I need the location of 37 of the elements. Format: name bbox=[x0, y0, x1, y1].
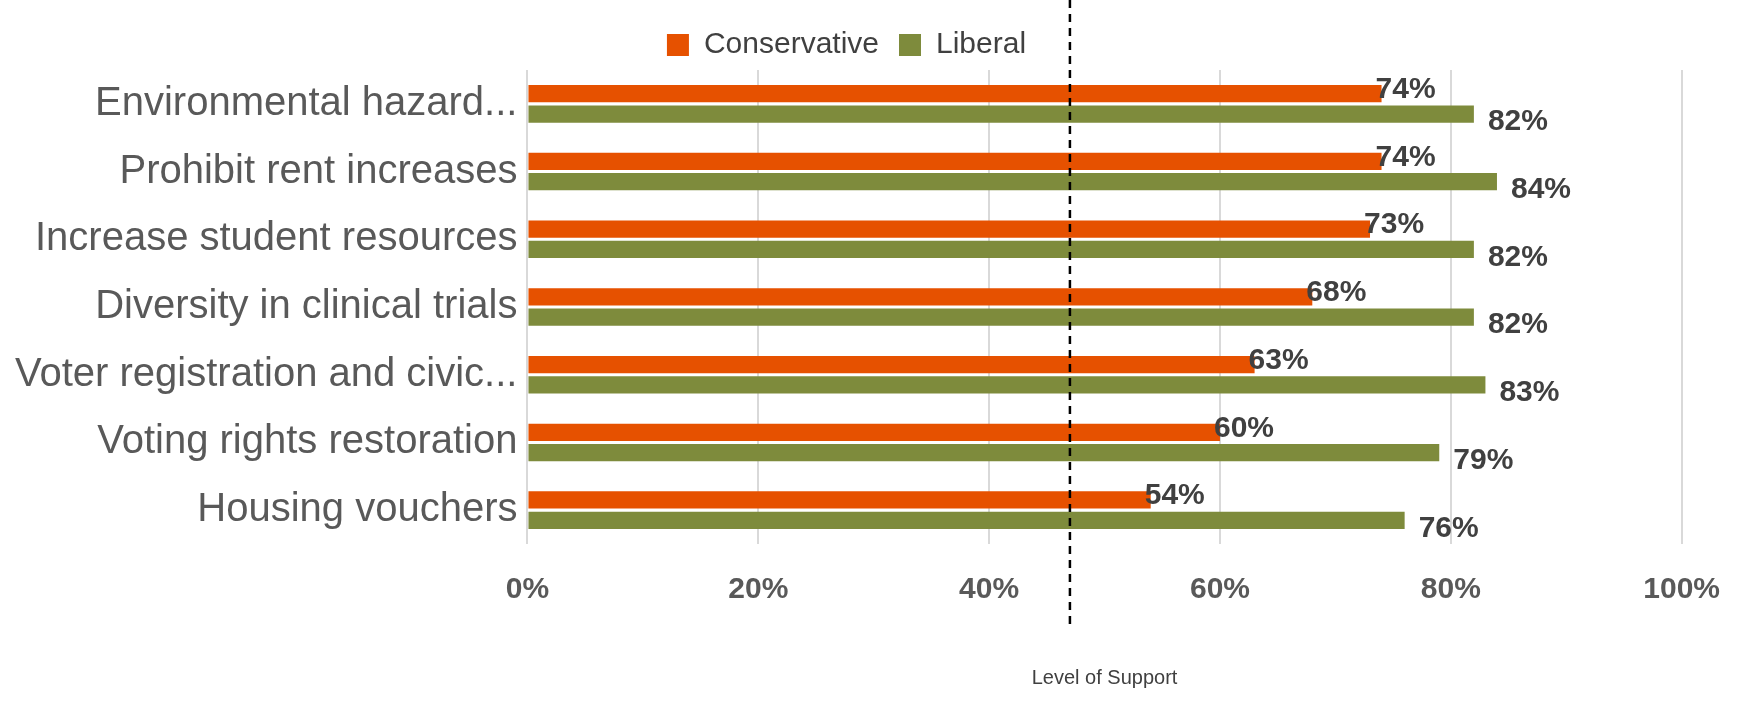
bar bbox=[528, 376, 1486, 394]
data-label: 60% bbox=[1213, 409, 1275, 443]
data-label: 68% bbox=[1306, 274, 1367, 308]
legend-label: Liberal bbox=[936, 26, 1027, 60]
data-label: 63% bbox=[1248, 341, 1309, 375]
x-tick-label: 20% bbox=[728, 571, 789, 605]
y-tick-label: Prohibit rent increases bbox=[119, 146, 518, 191]
data-label: 79% bbox=[1453, 441, 1514, 475]
bar bbox=[528, 173, 1497, 191]
bar bbox=[528, 240, 1474, 259]
data-label: 82% bbox=[1487, 306, 1548, 340]
data-label: 82% bbox=[1487, 238, 1548, 272]
legend-label: Conservative bbox=[703, 26, 880, 60]
x-tick-label: 100% bbox=[1643, 571, 1720, 605]
bar bbox=[528, 443, 1440, 462]
x-axis-title: Level of Support bbox=[1031, 665, 1178, 688]
data-label: 82% bbox=[1487, 103, 1548, 137]
x-tick-label: 80% bbox=[1420, 571, 1481, 605]
y-tick-label: Housing vouchers bbox=[197, 485, 518, 530]
bar bbox=[528, 105, 1474, 123]
data-label: 74% bbox=[1375, 138, 1436, 172]
data-label: 74% bbox=[1375, 70, 1436, 104]
y-tick-label: Voting rights restoration bbox=[97, 417, 518, 462]
bar bbox=[528, 308, 1474, 326]
y-tick-label: Diversity in clinical trials bbox=[95, 282, 518, 327]
x-tick-label: 0% bbox=[505, 571, 550, 605]
y-tick-label: Voter registration and civic... bbox=[14, 349, 518, 394]
data-label: 76% bbox=[1418, 509, 1479, 543]
data-label: 73% bbox=[1364, 206, 1425, 240]
data-label: 83% bbox=[1499, 374, 1560, 408]
y-tick-label: Increase student resources bbox=[34, 214, 518, 259]
x-tick-label: 60% bbox=[1189, 571, 1250, 605]
data-label: 84% bbox=[1510, 170, 1572, 204]
x-tick-label: 40% bbox=[959, 571, 1020, 605]
data-label: 54% bbox=[1144, 477, 1205, 511]
y-tick-label: Environmental hazard... bbox=[95, 78, 518, 123]
bar bbox=[528, 511, 1405, 529]
